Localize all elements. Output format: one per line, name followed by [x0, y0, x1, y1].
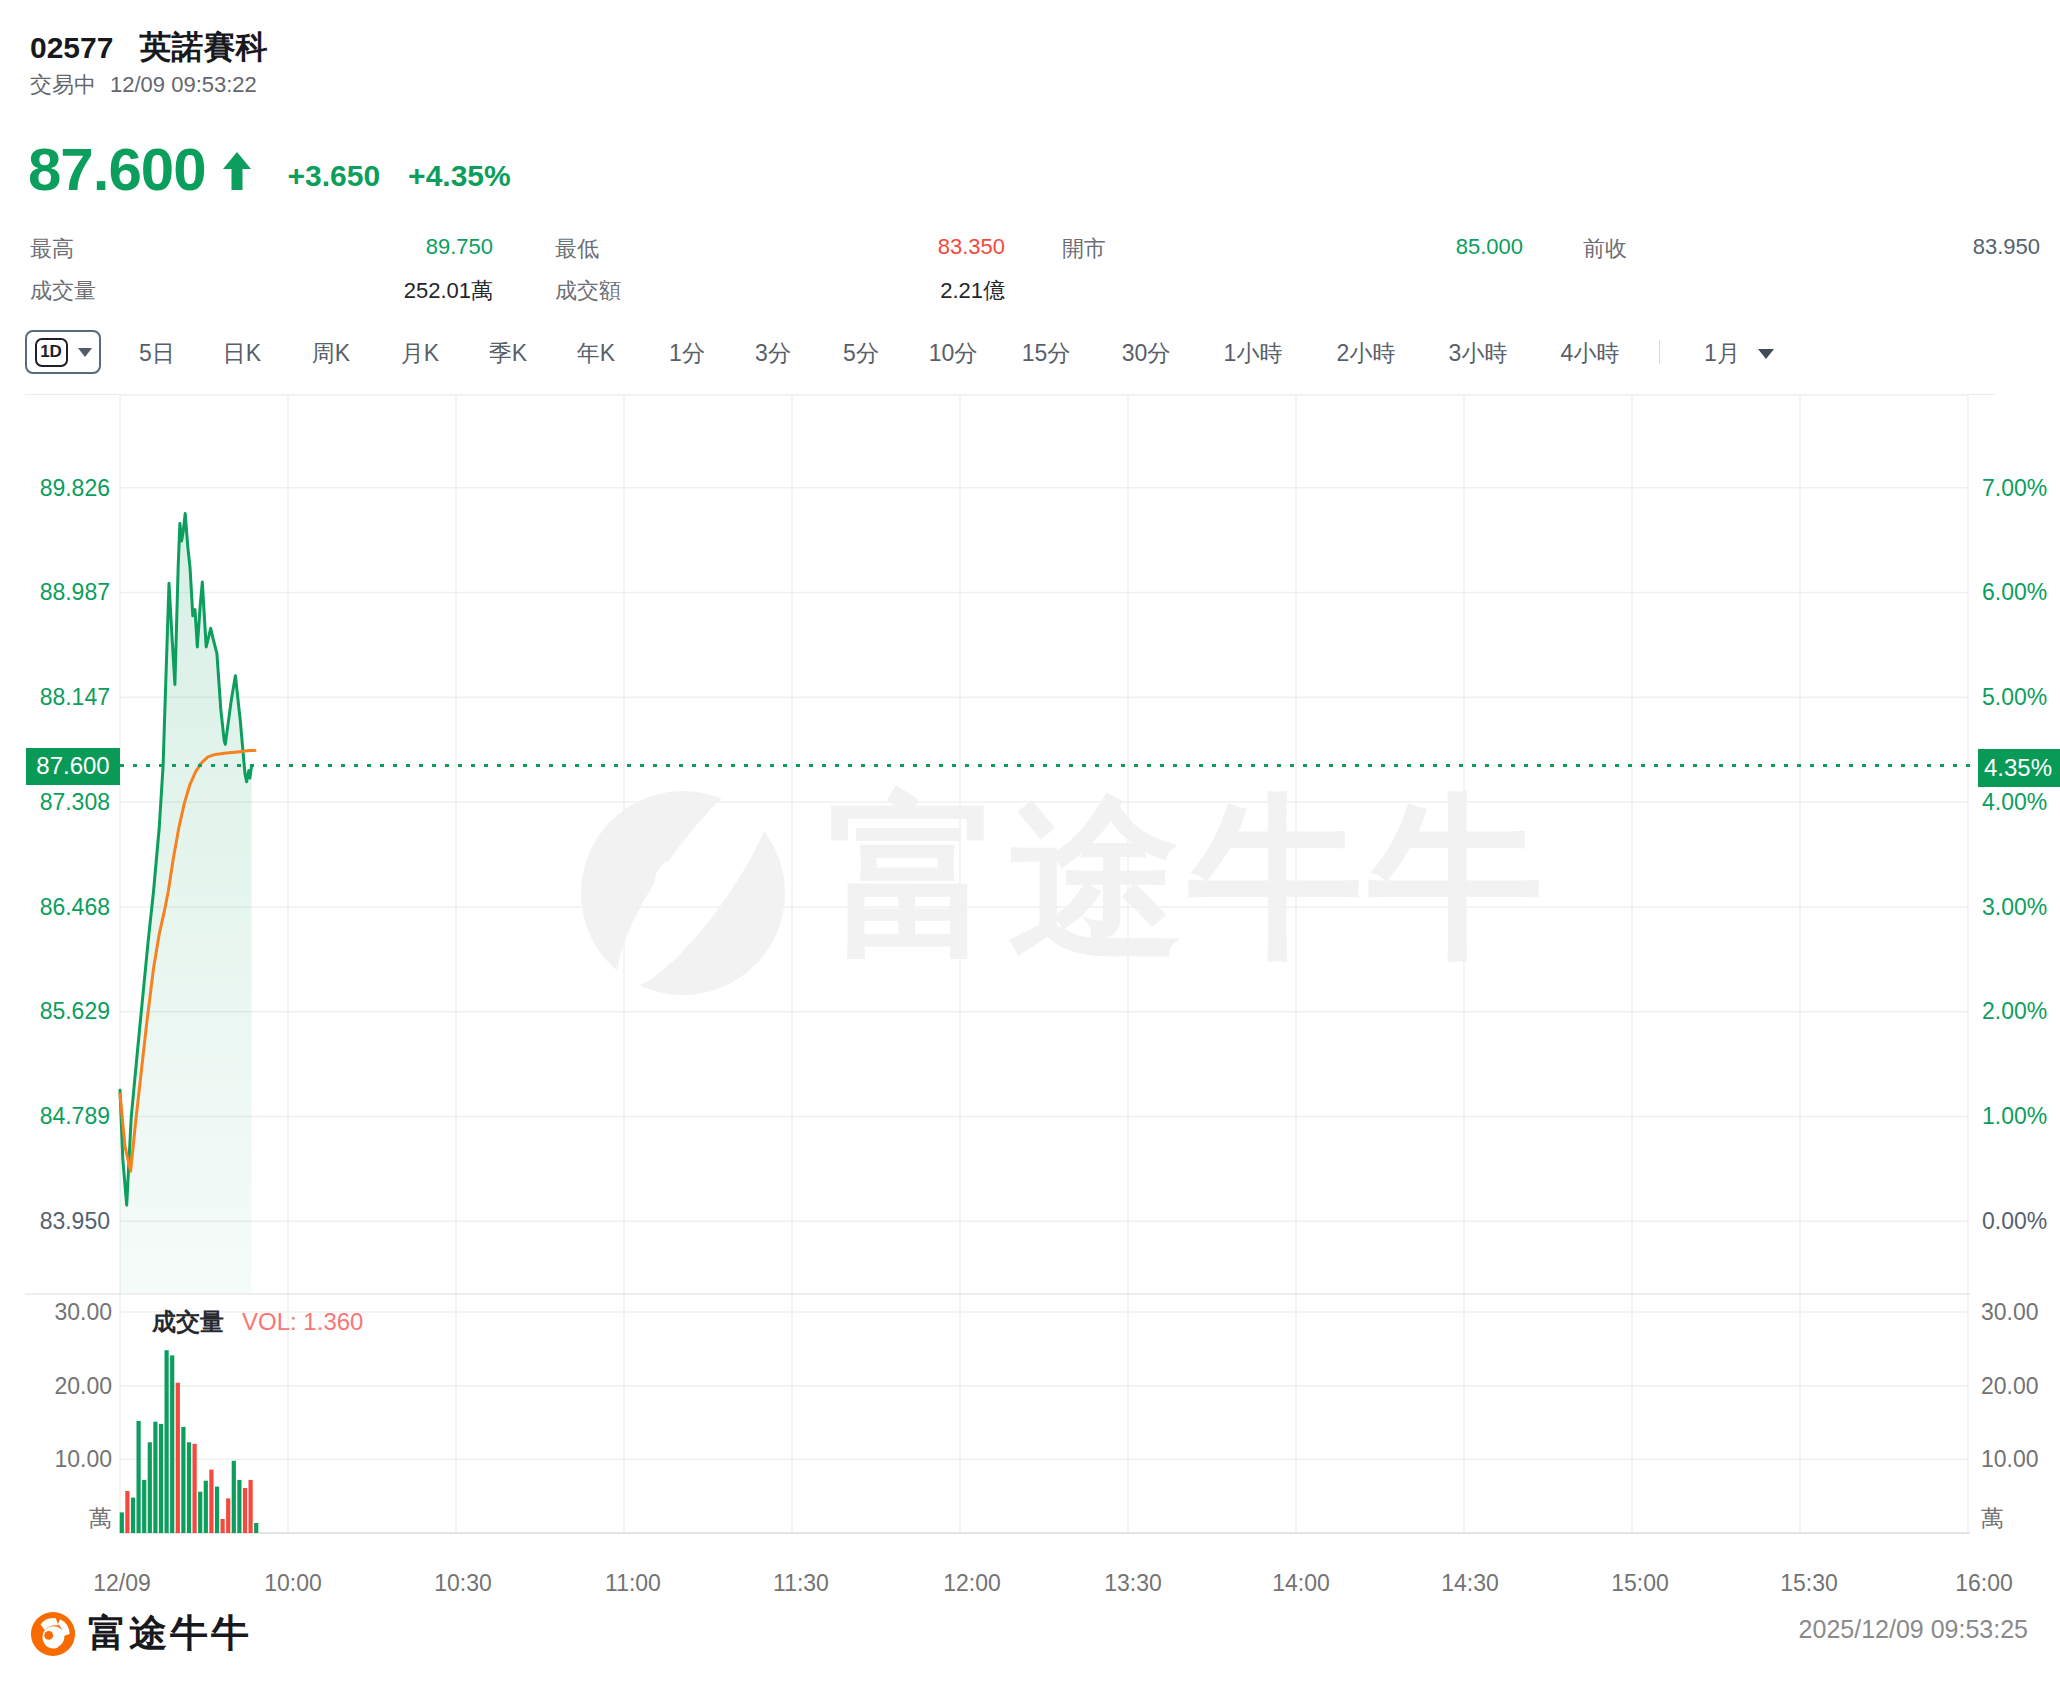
volume-bar [170, 1355, 174, 1533]
volume-y-axis-left: 30.00 20.00 10.00 萬 [54, 1299, 112, 1531]
volume-bar [137, 1421, 141, 1533]
volume-bar [142, 1480, 146, 1533]
volume-bar [232, 1461, 236, 1533]
current-price-tag-text: 87.600 [36, 752, 109, 779]
vol-y-label: 20.00 [1981, 1373, 2039, 1399]
y-label: 87.308 [40, 789, 110, 815]
y-label: 89.826 [40, 475, 110, 501]
volume-bar [181, 1427, 185, 1533]
volume-bar [204, 1481, 208, 1533]
vol-y-label: 10.00 [54, 1446, 112, 1472]
volume-bar [131, 1498, 135, 1533]
futu-logo-icon [30, 1611, 76, 1657]
vol-y-label: 30.00 [1981, 1299, 2039, 1325]
current-price-tag: 87.600 [26, 748, 120, 785]
volume-bar [120, 1512, 124, 1533]
futu-brand: 富途牛牛 [30, 1608, 252, 1659]
vol-y-label: 30.00 [54, 1299, 112, 1325]
y-label-prev-close: 83.950 [40, 1208, 110, 1234]
volume-y-axis-right: 30.00 20.00 10.00 萬 [1981, 1299, 2039, 1531]
y-label-pct: 1.00% [1982, 1103, 2047, 1129]
y-label: 85.629 [40, 998, 110, 1024]
current-pct-tag-text: 4.35% [1984, 754, 2052, 781]
volume-bar [193, 1444, 197, 1533]
y-label-pct-zero: 0.00% [1982, 1208, 2047, 1234]
volume-bar [254, 1523, 258, 1533]
x-label: 12/09 [93, 1570, 151, 1596]
volume-bar [215, 1487, 219, 1533]
volume-bar [153, 1422, 157, 1533]
volume-bar [198, 1492, 202, 1533]
y-label: 86.468 [40, 894, 110, 920]
x-label: 14:30 [1441, 1570, 1499, 1596]
x-label: 10:30 [434, 1570, 492, 1596]
x-label: 11:00 [605, 1570, 661, 1596]
volume-bar [165, 1350, 169, 1533]
x-label: 13:30 [1104, 1570, 1162, 1596]
y-label-pct: 7.00% [1982, 475, 2047, 501]
x-label: 16:00 [1955, 1570, 2013, 1596]
vol-unit-label: 萬 [89, 1505, 112, 1531]
vol-y-label: 20.00 [54, 1373, 112, 1399]
volume-bar [249, 1480, 253, 1533]
footer-timestamp: 2025/12/09 09:53:25 [1799, 1615, 2028, 1644]
vol-y-label: 10.00 [1981, 1446, 2039, 1472]
y-label-pct: 3.00% [1982, 894, 2047, 920]
volume-bar [221, 1519, 225, 1533]
volume-bar [148, 1442, 152, 1533]
x-axis-labels: 12/09 10:00 10:30 11:00 11:30 12:00 13:3… [93, 1570, 2013, 1596]
volume-pane-title: 成交量 [151, 1308, 224, 1335]
y-label: 88.147 [40, 684, 110, 710]
y-label-pct: 2.00% [1982, 998, 2047, 1024]
watermark-text: 富途牛牛 [828, 780, 1548, 975]
volume-bar [243, 1488, 247, 1533]
y-label: 84.789 [40, 1103, 110, 1129]
chart-canvas[interactable]: 富途牛牛 89.826 88.987 88.147 87.308 86.468 … [0, 0, 2060, 1686]
watermark-logo [581, 754, 799, 1006]
volume-bar [226, 1498, 230, 1533]
y-axis-left: 89.826 88.987 88.147 87.308 86.468 85.62… [40, 475, 110, 1234]
vol-unit-label: 萬 [1981, 1505, 2004, 1531]
volume-bar [159, 1424, 163, 1533]
x-label: 12:00 [943, 1570, 1001, 1596]
x-label: 15:30 [1780, 1570, 1838, 1596]
y-axis-right: 7.00% 6.00% 5.00% 4.00% 3.00% 2.00% 1.00… [1982, 475, 2047, 1234]
volume-pane-vol: VOL: 1.360 [242, 1308, 363, 1335]
y-label-pct: 4.00% [1982, 789, 2047, 815]
x-label: 15:00 [1611, 1570, 1669, 1596]
volume-bars [120, 1350, 259, 1533]
x-label: 10:00 [264, 1570, 322, 1596]
volume-bar [209, 1470, 213, 1533]
futu-brand-text: 富途牛牛 [88, 1608, 252, 1659]
volume-bar [187, 1442, 191, 1533]
x-label: 14:00 [1272, 1570, 1330, 1596]
y-label-pct: 5.00% [1982, 684, 2047, 710]
volume-bar [237, 1480, 241, 1533]
price-area-fill [120, 513, 252, 1293]
current-pct-tag: 4.35% [1978, 749, 2060, 787]
x-label: 11:30 [773, 1570, 829, 1596]
volume-bar [125, 1491, 129, 1533]
y-label-pct: 6.00% [1982, 579, 2047, 605]
y-label: 88.987 [40, 579, 110, 605]
volume-bar [176, 1383, 180, 1533]
